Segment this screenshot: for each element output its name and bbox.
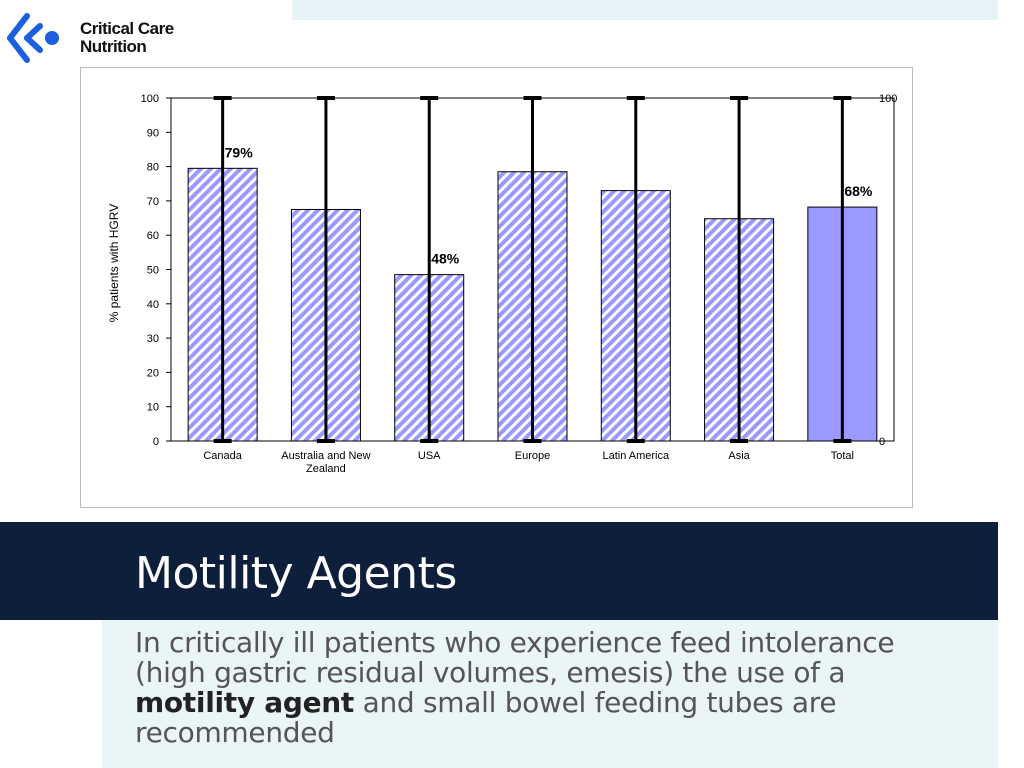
y-tick-label: 10: [147, 402, 159, 414]
body-text: In critically ill patients who experienc…: [135, 626, 895, 689]
body-box: [102, 620, 998, 768]
logo-line2: Nutrition: [80, 37, 147, 56]
logo-icon: [7, 13, 59, 63]
logo-line1: Critical Care: [80, 19, 174, 38]
x-tick-label: Total: [831, 450, 854, 462]
y-tick-label: 0: [153, 436, 159, 448]
x-tick-label: Asia: [728, 450, 750, 462]
data-label: 68%: [844, 183, 873, 199]
y2-tick-label: 100: [879, 93, 897, 105]
title-band: [0, 522, 998, 620]
y-axis-label: % patients with HGRV: [107, 204, 121, 323]
y-tick-label: 30: [147, 333, 159, 345]
y-tick-label: 50: [147, 265, 159, 277]
bar-chart: % patients with HGRV 0 10 20 30 40 50 60 70 80 90…: [107, 93, 897, 475]
y-tick-label: 20: [147, 367, 159, 379]
slide-title: Motility Agents: [135, 548, 457, 599]
y-tick-label: 60: [147, 230, 159, 242]
y-tick-label: 100: [141, 93, 159, 105]
slide-body: In critically ill patients who experienc…: [135, 628, 965, 748]
y-tick-label: 70: [147, 196, 159, 208]
x-tick-label: Australia and New Zealand: [281, 450, 370, 475]
data-label: 79%: [225, 144, 254, 160]
logo-text: Critical Care Nutrition: [80, 20, 174, 56]
x-tick-label: USA: [418, 450, 441, 462]
top-strip: [292, 0, 998, 20]
y-tick-label: 40: [147, 299, 159, 311]
body-bold: motility agent: [135, 686, 355, 719]
y-tick-label: 80: [147, 162, 159, 174]
y2-tick-label: 0: [879, 436, 885, 448]
body-text-end: and small bowel feeding tubes are recomm…: [135, 686, 837, 749]
data-label: 48%: [431, 251, 460, 267]
chart-container: % patients with HGRV 0 10 20 30 40 50 60 70 80 90…: [80, 67, 913, 508]
x-tick-label: Europe: [515, 450, 550, 462]
x-tick-label: Canada: [203, 450, 242, 462]
x-tick-label: Latin America: [602, 450, 670, 462]
y-tick-label: 90: [147, 127, 159, 139]
